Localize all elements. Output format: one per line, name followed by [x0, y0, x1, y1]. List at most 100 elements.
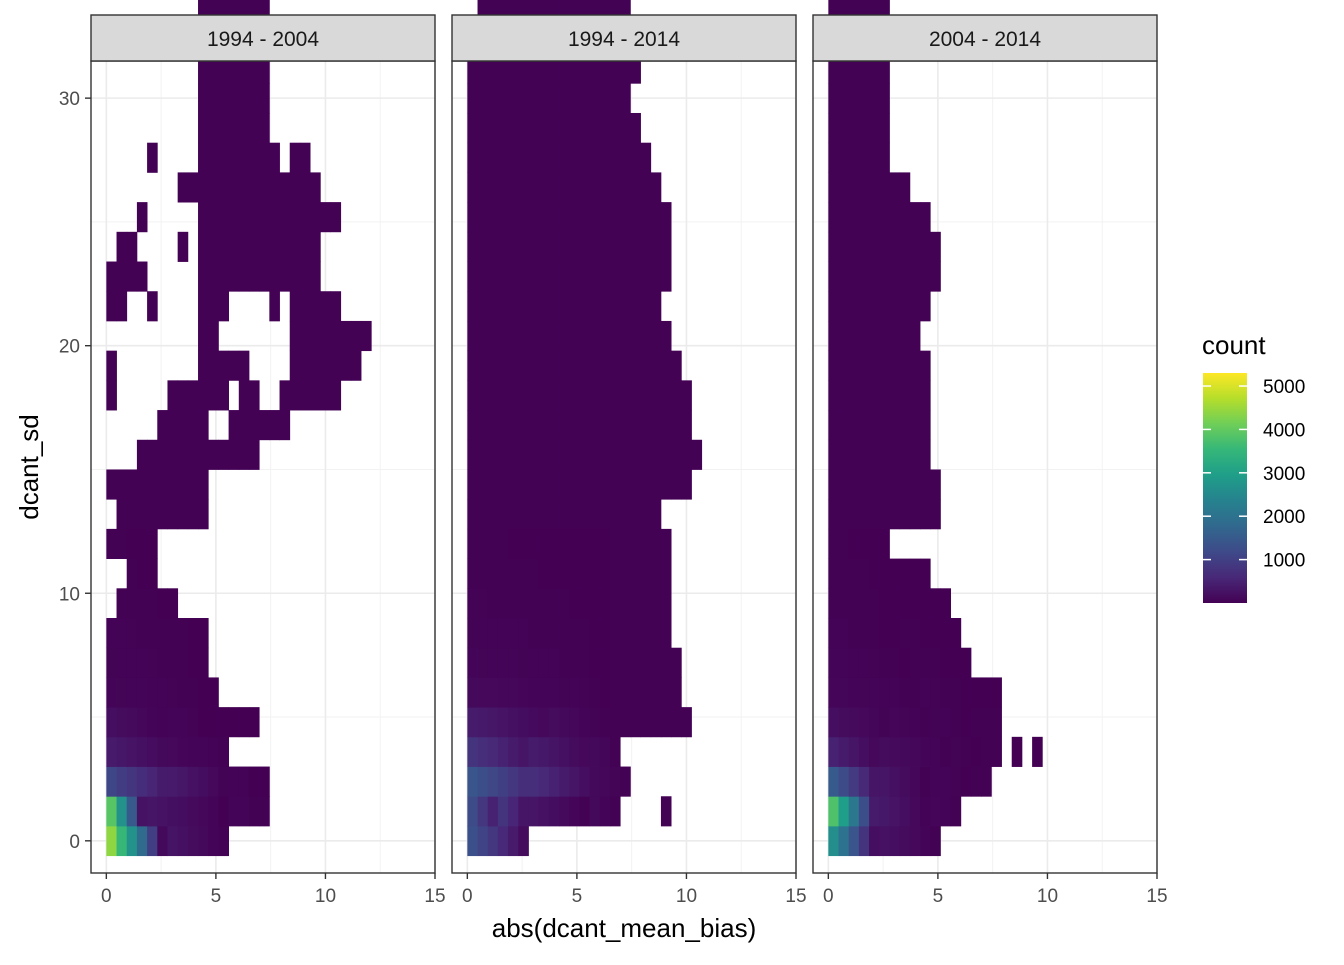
heat-cell [869, 439, 880, 470]
heat-cell [477, 825, 489, 857]
x-tick-label: 15 [785, 886, 806, 907]
heat-cell [838, 231, 850, 262]
heat-cell [981, 707, 992, 738]
heat-cell [528, 766, 540, 797]
heat-cell [579, 350, 590, 381]
heat-cell [467, 825, 478, 857]
heat-cell [177, 410, 189, 441]
heat-cell [569, 528, 580, 559]
heat-cell [879, 0, 890, 25]
heat-cell [289, 380, 301, 411]
heat-cell [838, 766, 850, 797]
heat-cell [620, 528, 631, 559]
heat-cell [157, 766, 168, 797]
heat-cell [579, 499, 590, 530]
heat-cell [828, 766, 839, 797]
heat-cell [889, 736, 901, 767]
heat-cell [187, 647, 199, 678]
heat-cell [269, 291, 280, 322]
heat-cell [650, 499, 662, 530]
heat-cell [569, 202, 580, 233]
heat-cell [609, 766, 621, 797]
heat-cell [198, 796, 209, 827]
heat-cell [930, 707, 941, 738]
heat-cell [599, 618, 611, 649]
heat-cell [187, 469, 199, 500]
heat-cell [136, 618, 148, 649]
heat-cell [889, 410, 901, 441]
facet-strip [812, 14, 1158, 62]
heat-cell [299, 261, 311, 292]
heat-cell [208, 677, 219, 708]
heat-cell [228, 231, 240, 262]
heat-cell [609, 558, 621, 589]
heat-cell [467, 380, 478, 411]
heat-cell [630, 291, 641, 322]
heat-cell [848, 142, 860, 173]
heat-cell [599, 528, 611, 559]
heat-cell [497, 142, 509, 173]
legend-break-label: 5000 [1263, 377, 1305, 398]
heat-cell [198, 112, 209, 144]
heat-cell [609, 677, 621, 708]
heat-cell [497, 291, 509, 322]
heat-cell [126, 825, 138, 857]
heat-cell [497, 469, 509, 500]
heat-cell [589, 291, 601, 322]
heat-cell [279, 261, 291, 292]
heat-cell [660, 469, 672, 500]
heat-cell [869, 172, 880, 203]
heat-cell [528, 350, 540, 381]
x-tick-label: 0 [101, 886, 112, 907]
heat-cell [147, 558, 158, 589]
heat-cell [136, 766, 148, 797]
heat-cell [198, 825, 209, 857]
heat-cell [136, 558, 148, 589]
heat-cell [187, 677, 199, 708]
heat-cell [879, 112, 890, 144]
heat-cell [126, 647, 138, 678]
heat-cell [147, 469, 158, 500]
heat-cell [467, 618, 478, 649]
heat-cell [620, 380, 631, 411]
heat-cell [899, 736, 911, 767]
heat-cell [599, 766, 611, 797]
heat-cell [828, 112, 839, 144]
heat-cell [187, 439, 199, 470]
heat-cell [909, 736, 921, 767]
heat-cell [518, 410, 529, 441]
heat-cell [630, 112, 641, 144]
heat-cell [167, 736, 179, 767]
heat-cell [330, 350, 342, 381]
heat-cell [889, 766, 901, 797]
heat-cell [640, 439, 652, 470]
heat-cell [259, 112, 270, 144]
heat-cell [177, 469, 189, 500]
heat-cell [559, 588, 570, 619]
heat-cell [208, 0, 219, 25]
heat-cell [136, 707, 148, 738]
heat-cell [528, 142, 540, 173]
heat-cell [167, 439, 179, 470]
heat-cell [889, 320, 901, 352]
heat-cell [650, 528, 662, 559]
heat-cell [116, 618, 128, 649]
heat-cell [177, 618, 189, 649]
heat-cell [569, 112, 580, 144]
heat-cell [548, 350, 560, 381]
heat-cell [858, 766, 870, 797]
heat-cell [548, 0, 560, 25]
x-tick-label: 15 [424, 886, 445, 907]
heat-cell [248, 202, 260, 233]
heat-cell [299, 380, 311, 411]
heat-cell [569, 231, 580, 262]
heat-cell [538, 0, 550, 25]
heat-cell [579, 588, 590, 619]
heat-cell [838, 677, 850, 708]
heat-cell [248, 142, 260, 173]
heat-cell [259, 172, 270, 203]
heat-cell [630, 558, 641, 589]
heat-cell [147, 647, 158, 678]
heat-cell [930, 677, 941, 708]
heat-cell [487, 439, 499, 470]
